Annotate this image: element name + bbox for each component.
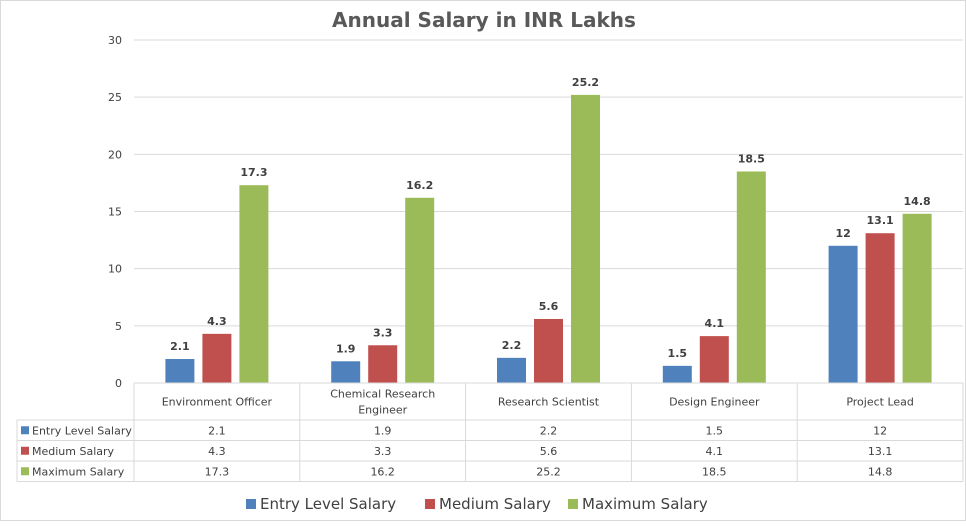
data-label: 5.6 <box>539 300 559 313</box>
legend-label: Medium Salary <box>439 495 551 513</box>
bar[interactable] <box>534 318 563 383</box>
bar[interactable] <box>865 233 895 383</box>
table-cell: 1.5 <box>706 424 724 437</box>
table-cell: 2.2 <box>540 424 558 437</box>
bar[interactable] <box>571 94 600 383</box>
legend-key <box>246 499 256 509</box>
data-label: 1.9 <box>336 342 356 355</box>
table-legend-key <box>21 446 29 455</box>
y-tick-label: 5 <box>115 320 122 333</box>
table-series-label: Maximum Salary <box>32 465 125 478</box>
bar[interactable] <box>405 197 435 383</box>
legend-key <box>425 499 435 509</box>
x-category-label: Design Engineer <box>669 396 760 409</box>
data-table: Environment Officer Chemical Research Engi… <box>16 382 964 482</box>
legend-label: Maximum Salary <box>582 495 708 513</box>
legend-key <box>568 499 578 509</box>
bar[interactable] <box>736 171 766 383</box>
table-cell: 17.3 <box>205 465 230 478</box>
legend-item[interactable]: Entry Level Salary <box>246 495 396 513</box>
y-tick-label: 25 <box>108 91 122 104</box>
data-label: 12 <box>835 227 850 240</box>
table-cell: 4.3 <box>208 445 226 458</box>
table-legend-key <box>21 426 29 435</box>
data-label: 4.3 <box>207 315 227 328</box>
bar[interactable] <box>239 185 269 383</box>
table-cell: 25.2 <box>536 465 561 478</box>
y-axis: 0 5 10 15 20 25 30 <box>108 34 122 390</box>
table-cell: 16.2 <box>370 465 395 478</box>
data-label: 2.1 <box>170 340 190 353</box>
y-tick-label: 15 <box>108 206 122 219</box>
table-legend-key <box>21 467 29 476</box>
y-tick-label: 30 <box>108 34 122 47</box>
bar[interactable] <box>662 365 692 383</box>
legend-item[interactable]: Medium Salary <box>425 495 551 513</box>
y-tick-label: 20 <box>108 148 122 161</box>
data-label: 18.5 <box>738 152 765 165</box>
table-cell: 18.5 <box>702 465 727 478</box>
table-cell: 14.8 <box>868 465 893 478</box>
table-cell: 1.9 <box>374 424 392 437</box>
data-label: 16.2 <box>406 179 433 192</box>
bar[interactable] <box>699 336 729 383</box>
chart-title: Annual Salary in INR Lakhs <box>332 8 636 32</box>
table-cell: 13.1 <box>868 445 893 458</box>
x-category-label: Research Scientist <box>498 396 600 409</box>
legend-label: Entry Level Salary <box>260 495 396 513</box>
bar[interactable] <box>202 333 232 383</box>
table-cell: 2.1 <box>208 424 226 437</box>
table-cell: 4.1 <box>706 445 724 458</box>
x-category-label: Environment Officer <box>162 396 273 409</box>
y-tick-label: 0 <box>115 377 122 390</box>
data-label: 4.1 <box>705 317 725 330</box>
data-label: 25.2 <box>572 76 599 89</box>
y-tick-label: 10 <box>108 263 122 276</box>
table-cell: 3.3 <box>374 445 392 458</box>
data-label: 3.3 <box>373 326 393 339</box>
gridlines <box>134 39 963 327</box>
bar[interactable] <box>165 358 195 383</box>
bar[interactable] <box>368 345 398 383</box>
data-label: 17.3 <box>240 166 267 179</box>
bar[interactable] <box>331 361 361 383</box>
data-label: 13.1 <box>867 214 894 227</box>
legend-item[interactable]: Maximum Salary <box>568 495 708 513</box>
bar[interactable] <box>902 213 932 383</box>
table-cell: 12 <box>873 424 887 437</box>
bar[interactable] <box>497 357 526 383</box>
table-series-label: Entry Level Salary <box>32 424 132 437</box>
legend: Entry Level Salary Medium Salary Maximum S… <box>246 495 708 513</box>
x-category-label: Chemical Research Engineer <box>330 388 435 417</box>
x-category-label: Project Lead <box>846 396 914 409</box>
bars <box>165 94 932 383</box>
bar[interactable] <box>828 245 858 383</box>
data-label: 14.8 <box>904 195 931 208</box>
table-series-label: Medium Salary <box>32 445 115 458</box>
data-labels: 2.1 4.3 17.3 1.9 3.3 16.2 2.2 5.6 25.2 1.5 4.1 18.5… <box>170 76 931 360</box>
table-cell: 5.6 <box>540 445 558 458</box>
data-label: 1.5 <box>668 347 688 360</box>
data-label: 2.2 <box>502 339 522 352</box>
